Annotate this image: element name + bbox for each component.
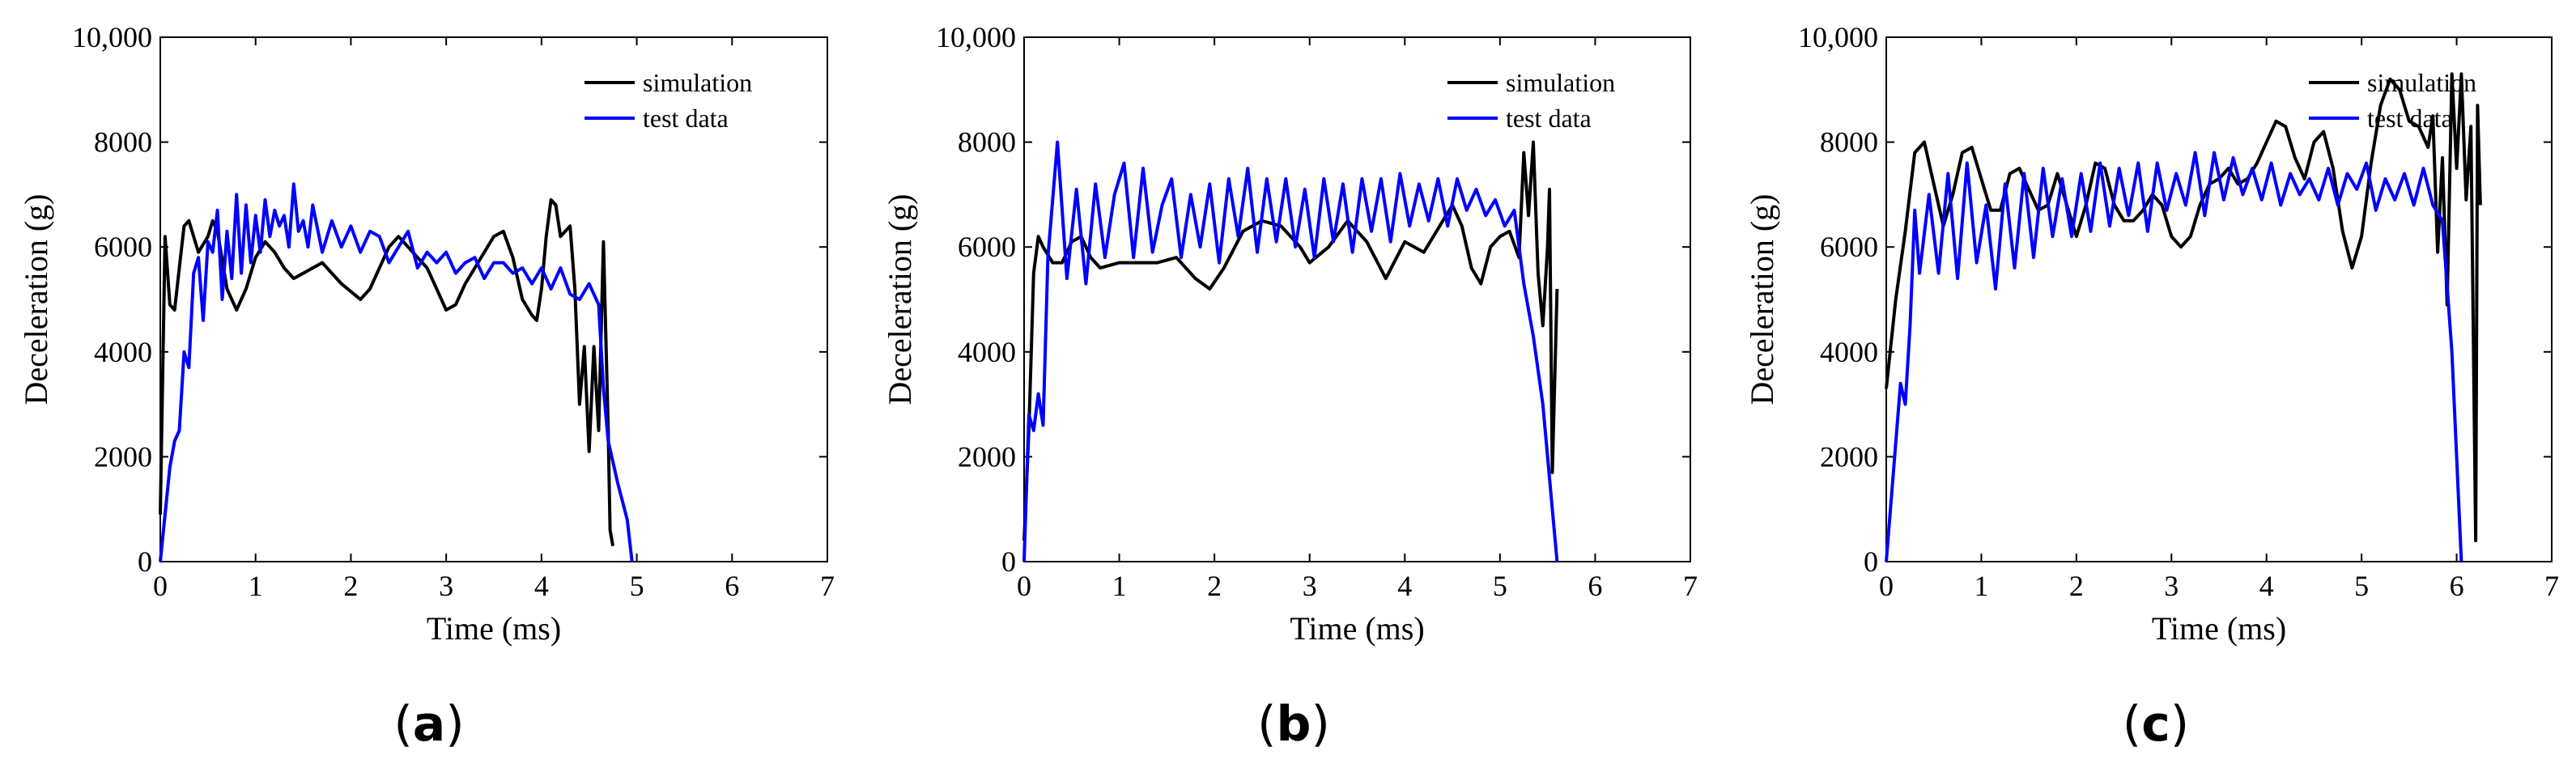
legend-label: simulation <box>1506 68 1615 97</box>
y-tick-label: 4000 <box>1820 336 1878 368</box>
x-tick-label: 0 <box>153 570 168 602</box>
series-line-test-data <box>1022 140 1559 562</box>
x-tick-label: 5 <box>1493 570 1507 602</box>
x-tick-label: 0 <box>1017 570 1031 602</box>
x-tick-label: 4 <box>534 570 549 602</box>
y-axis-label: Deceleration (g) <box>18 194 54 405</box>
x-tick-label: 0 <box>1879 570 1894 602</box>
x-tick-label: 7 <box>2544 570 2559 602</box>
x-tick-label: 6 <box>2450 570 2464 602</box>
x-axis-label: Time (ms) <box>2152 610 2286 647</box>
series-line-test-data <box>159 182 634 562</box>
y-tick-label: 2000 <box>94 440 152 473</box>
y-tick-label: 0 <box>1864 545 1878 578</box>
legend-label: simulation <box>2367 68 2476 97</box>
x-tick-label: 6 <box>1588 570 1602 602</box>
x-tick-label: 4 <box>1397 570 1412 602</box>
y-tick-label: 6000 <box>1820 231 1878 263</box>
y-tick-label: 8000 <box>1820 126 1878 159</box>
legend-label: test data <box>1506 104 1592 133</box>
x-tick-label: 1 <box>1974 570 1988 602</box>
x-tick-label: 1 <box>1112 570 1127 602</box>
chart-panel-b: 0 1 2 3 4 5 6 7 0 2000 4000 6000 8000 10,000 Time (ms)… <box>882 21 1698 753</box>
y-tick-label: 10,000 <box>936 21 1016 53</box>
plot-area-box <box>159 36 828 562</box>
x-tick-label: 6 <box>725 570 739 602</box>
x-tick-label: 2 <box>1207 570 1222 602</box>
y-tick-label: 4000 <box>94 336 152 368</box>
x-tick-label: 7 <box>1683 570 1698 602</box>
y-axis-label: Deceleration (g) <box>882 194 918 405</box>
legend-label: test data <box>643 104 729 133</box>
y-tick-label: 0 <box>138 545 152 578</box>
x-tick-label: 2 <box>343 570 358 602</box>
panel-caption: (b) <box>1257 696 1330 753</box>
series-line-test-data <box>1885 151 2463 562</box>
plot-area-box <box>1885 36 2553 562</box>
x-tick-label: 4 <box>2259 570 2274 602</box>
y-tick-label: 6000 <box>958 231 1016 263</box>
legend-label: simulation <box>643 68 752 97</box>
panel-caption: (a) <box>393 696 464 753</box>
series-line-simulation <box>1022 140 1559 541</box>
chart-panel-c: 0 1 2 3 4 5 6 7 0 2000 4000 6000 8000 10,000 Time (ms)… <box>1744 21 2559 753</box>
y-axis-label: Deceleration (g) <box>1744 194 1780 405</box>
plot-area-box <box>1023 36 1691 562</box>
x-tick-label: 5 <box>630 570 644 602</box>
x-tick-label: 7 <box>820 570 835 602</box>
x-tick-label: 3 <box>1303 570 1317 602</box>
series-line-simulation <box>1885 72 2482 543</box>
y-tick-label: 8000 <box>94 126 152 159</box>
y-tick-label: 8000 <box>958 126 1016 159</box>
x-tick-label: 3 <box>439 570 453 602</box>
y-tick-label: 2000 <box>1820 440 1878 473</box>
x-tick-label: 1 <box>249 570 263 602</box>
y-tick-label: 2000 <box>958 440 1016 473</box>
x-axis-label: Time (ms) <box>427 610 561 647</box>
x-tick-label: 3 <box>2164 570 2179 602</box>
x-tick-label: 5 <box>2354 570 2369 602</box>
y-tick-label: 10,000 <box>72 21 152 53</box>
x-tick-label: 2 <box>2069 570 2084 602</box>
y-tick-label: 10,000 <box>1798 21 1878 53</box>
y-tick-label: 0 <box>1001 545 1016 578</box>
legend-label: test data <box>2367 104 2453 133</box>
panel-caption: (c) <box>2123 696 2189 753</box>
y-tick-label: 6000 <box>94 231 152 263</box>
x-axis-label: Time (ms) <box>1290 610 1424 647</box>
chart-panel-a: 0 1 2 3 4 5 6 7 0 2000 4000 6000 8000 10,000 Time (ms)… <box>18 21 835 753</box>
y-tick-label: 4000 <box>958 336 1016 368</box>
